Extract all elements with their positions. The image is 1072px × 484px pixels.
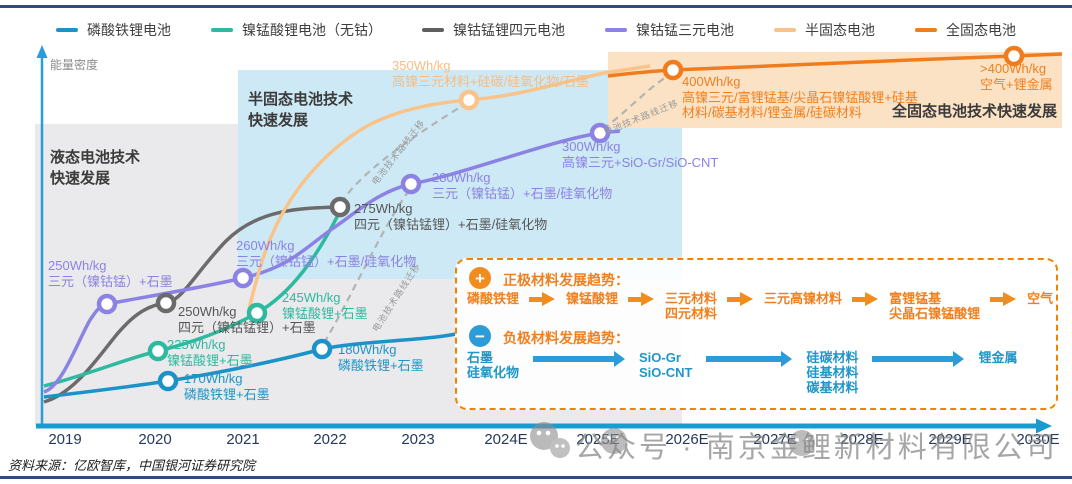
legend-swatch — [915, 28, 937, 32]
legend-item-quaternary: 镍钴锰锂四元电池 — [422, 20, 565, 40]
annotation-ncm-300: 300Wh/kg 高镍三元+SiO-Gr/SiO-CNT — [562, 139, 719, 170]
y-axis-arrow-icon — [36, 45, 48, 58]
x-tick-2024e: 2024E — [484, 431, 528, 448]
annotation-lnmo-225: 225Wh/kg 镍锰酸锂+石墨 — [167, 337, 253, 368]
legend-swatch — [422, 28, 444, 32]
arrow-right-icon — [872, 351, 965, 367]
legend-swatch — [56, 28, 78, 32]
annotation-ncm-260: 260Wh/kg 三元（镍钴锰）+石墨/硅氧化物 — [236, 238, 417, 269]
legend-swatch — [774, 28, 796, 32]
cathode-trend-row: 磷酸铁锂 镍锰酸锂 三元材料 四元材料 三元高镍材料 富锂锰基 尖晶石镍锰酸锂 空气 — [457, 291, 1063, 321]
legend-label: 镍锰酸锂电池（无钴） — [242, 22, 382, 38]
x-tick-2028e: 2028E — [840, 431, 884, 448]
top-rule — [0, 5, 1072, 8]
minus-icon: − — [469, 325, 491, 347]
x-tick-2029e: 2029E — [928, 431, 972, 448]
cathode-item: 镍锰酸锂 — [566, 291, 619, 306]
arrow-right-icon — [706, 351, 793, 367]
anode-trend-heading: 负极材料发展趋势： — [503, 330, 629, 346]
legend: 磷酸铁锂电池 镍锰酸锂电池（无钴） 镍钴锰锂四元电池 镍钴锰三元电池 半固态电池… — [0, 20, 1072, 40]
anode-trend-row: 石墨 硅氧化物 SiO-Gr SiO-CNT 硅碳材料 硅基材料 碳基材料 锂金属 — [457, 350, 1028, 395]
arrow-right-icon — [990, 292, 1017, 307]
legend-swatch — [605, 28, 627, 32]
x-tick-2022: 2022 — [313, 431, 347, 448]
legend-label: 半固态电池 — [805, 22, 875, 38]
legend-label: 镍钴锰锂四元电池 — [453, 22, 565, 38]
legend-label: 全固态电池 — [946, 22, 1016, 38]
cathode-item: 空气 — [1027, 291, 1054, 306]
cathode-item: 磷酸铁锂 — [467, 291, 520, 306]
annotation-quaternary-275: 275Wh/kg 四元（镍钴锰锂）+石墨/硅氧化物 — [354, 201, 548, 232]
cathode-item: 三元高镍材料 — [764, 291, 843, 306]
cathode-trend-heading: 正极材料发展趋势： — [503, 272, 629, 288]
x-tick-2021: 2021 — [226, 431, 260, 448]
legend-item-semisolid: 半固态电池 — [774, 20, 875, 40]
cathode-item: 富锂锰基 尖晶石镍锰酸锂 — [889, 291, 981, 321]
annotation-solidstate-400: 400Wh/kg 高镍三元/富锂锰基/尖晶石镍锰酸锂+硅基材料/碳基材料/锂金属/… — [682, 74, 918, 120]
x-tick-2020: 2020 — [138, 431, 172, 448]
annotation-semisolid-350: 350Wh/kg 高镍三元材料+硅碳/硅氧化物/石墨 — [392, 58, 589, 89]
arrow-right-icon — [628, 292, 655, 307]
arrow-right-icon — [529, 292, 556, 307]
annotation-lfp-180: 180Wh/kg 磷酸铁锂+石墨 — [338, 342, 424, 373]
legend-label: 磷酸铁锂电池 — [87, 22, 171, 38]
plus-icon: + — [469, 267, 491, 289]
legend-item-lfp: 磷酸铁锂电池 — [56, 20, 171, 40]
arrow-right-icon — [533, 351, 626, 367]
arrow-right-icon — [727, 292, 754, 307]
annotation-solidstate-400plus: >400Wh/kg 空气+锂金属 — [980, 61, 1053, 92]
x-tick-2019: 2019 — [48, 431, 82, 448]
solidstate-phase-title: 全固态电池技术快速发展 — [892, 103, 1058, 120]
x-tick-2027e: 2027E — [753, 431, 797, 448]
source-note: 资料来源：亿欧智库，中国银河证券研究院 — [8, 458, 256, 473]
watermark: 公众号 · 南京金鲤新材料有限公司 — [575, 432, 1058, 464]
legend-item-lnmo: 镍锰酸锂电池（无钴） — [211, 20, 382, 40]
anode-item: SiO-Gr SiO-CNT — [639, 350, 693, 380]
legend-swatch — [211, 28, 233, 32]
x-tick-2025e: 2025E — [576, 431, 620, 448]
anode-item: 石墨 硅氧化物 — [467, 350, 520, 380]
annotation-lfp-170: 170Wh/kg 磷酸铁锂+石墨 — [184, 371, 270, 402]
legend-item-ncm: 镍钴锰三元电池 — [605, 20, 734, 40]
liquid-phase-title: 液态电池技术 快速发展 — [50, 149, 141, 187]
y-axis-label: 能量密度 — [50, 58, 99, 72]
x-tick-2030e: 2030E — [1016, 431, 1060, 448]
annotation-lnmo-245: 245Wh/kg 镍锰酸锂+石墨 — [282, 290, 368, 321]
annotation-ncm-250: 250Wh/kg 三元（镍钴锰）+石墨 — [48, 258, 173, 289]
material-trends-box: + 正极材料发展趋势： 磷酸铁锂 镍锰酸锂 三元材料 四元材料 三元高镍材料 富锂… — [455, 258, 1058, 410]
semisolid-phase-title: 半固态电池技术 快速发展 — [248, 91, 354, 129]
anode-item: 锂金属 — [978, 350, 1018, 365]
cathode-item: 三元材料 四元材料 — [665, 291, 718, 321]
legend-label: 镍钴锰三元电池 — [636, 22, 734, 38]
annotation-ncm-280: 280Wh/kg 三元（镍钴锰）+石墨/硅氧化物 — [432, 170, 613, 201]
arrow-right-icon — [852, 292, 879, 307]
anode-item: 硅碳材料 硅基材料 碳基材料 — [806, 350, 859, 395]
bottom-rule — [0, 476, 1072, 479]
legend-item-solidstate: 全固态电池 — [915, 20, 1016, 40]
x-tick-2023: 2023 — [401, 431, 435, 448]
x-tick-2026e: 2026E — [665, 431, 709, 448]
